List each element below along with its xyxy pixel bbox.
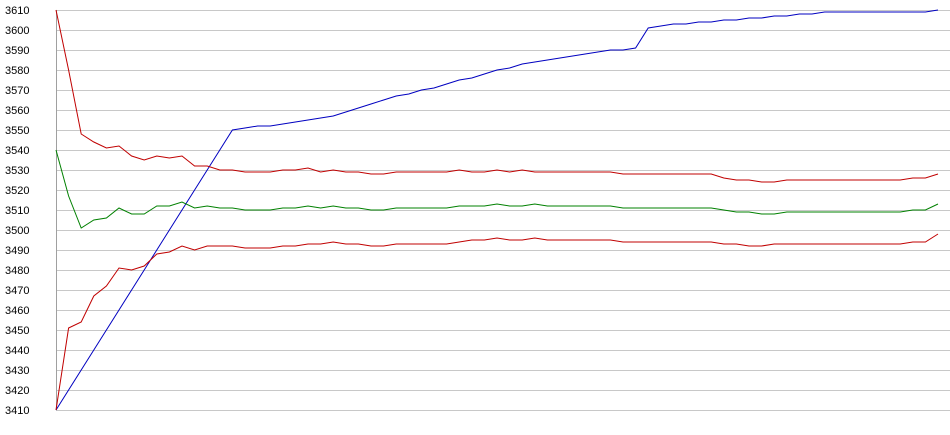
y-tick-label: 3590 [5,45,29,57]
y-tick-label: 3420 [5,385,29,397]
y-tick-label: 3440 [5,345,29,357]
y-tick-label: 3470 [5,285,29,297]
y-tick-label: 3430 [5,365,29,377]
series-line-1 [55,9,939,411]
y-tick-label: 3460 [5,305,29,317]
y-tick-label: 3450 [5,325,29,337]
y-tick-label: 3490 [5,245,29,257]
y-tick-label: 3560 [5,105,29,117]
y-tick-label: 3600 [5,25,29,37]
y-tick-label: 3570 [5,85,29,97]
y-tick-label: 3550 [5,125,29,137]
y-axis: 3410 3420 3430 3440 3450 3460 3470 3480 3490 3500… [5,5,57,417]
grid-lines [56,10,950,411]
series-line-4 [55,233,939,411]
y-tick-label: 3510 [5,205,29,217]
y-tick-label: 3610 [5,5,29,17]
y-tick-label: 3410 [5,405,29,417]
y-tick-label: 3480 [5,265,29,277]
y-tick-label: 3520 [5,185,29,197]
series-line-3 [55,149,939,229]
y-tick-label: 3540 [5,145,29,157]
series-lines [55,9,939,411]
y-tick-label: 3530 [5,165,29,177]
series-line-2 [55,9,939,183]
y-tick-label: 3580 [5,65,29,77]
y-tick-label: 3500 [5,225,29,237]
